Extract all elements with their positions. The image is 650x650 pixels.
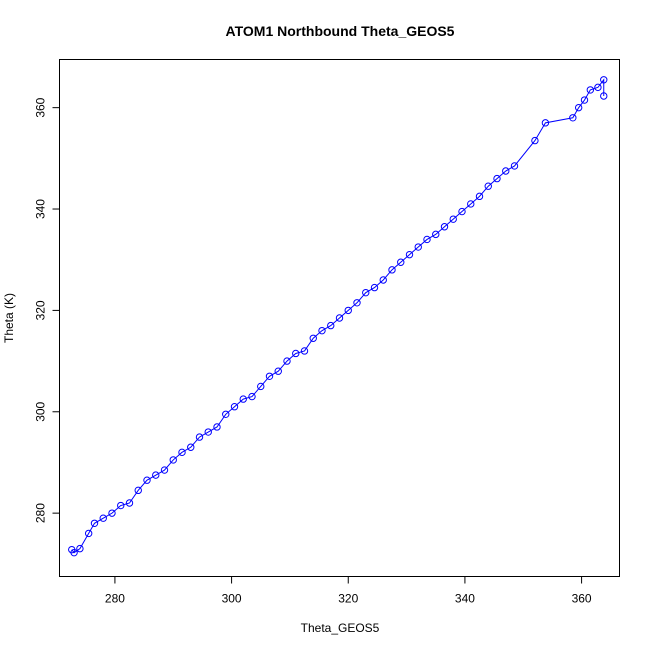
data-point — [344, 306, 352, 315]
data-point — [143, 476, 151, 484]
data-point — [187, 443, 195, 451]
data-point — [397, 258, 405, 266]
data-point — [574, 103, 583, 112]
data-point — [300, 347, 309, 355]
data-point — [600, 92, 608, 100]
data-point — [580, 96, 589, 104]
y-tick-label: 340 — [34, 199, 48, 219]
data-point — [414, 243, 422, 251]
data-series — [68, 76, 608, 557]
data-point — [510, 162, 519, 170]
data-point — [134, 486, 142, 495]
data-point — [379, 276, 387, 284]
x-axis: 280 300 320 340 360 — [105, 576, 592, 606]
data-point — [423, 235, 431, 244]
data-point — [502, 167, 510, 175]
data-point — [541, 119, 550, 127]
data-point — [125, 499, 134, 507]
data-point — [318, 326, 326, 335]
data-point — [440, 223, 449, 231]
y-tick-label: 320 — [34, 300, 48, 320]
data-point — [362, 288, 370, 297]
data-point — [239, 395, 247, 403]
data-point — [475, 192, 484, 201]
x-axis-label: Theta_GEOS5 — [301, 621, 380, 635]
y-tick-label: 300 — [34, 401, 48, 421]
data-point — [99, 514, 107, 522]
x-tick-label: 320 — [338, 592, 358, 606]
data-point — [117, 501, 125, 510]
data-point — [586, 86, 595, 94]
data-point — [152, 471, 160, 479]
data-point — [484, 182, 492, 190]
data-point — [204, 428, 212, 436]
data-point — [265, 372, 274, 380]
data-point — [230, 403, 239, 411]
data-point — [108, 509, 116, 517]
data-point — [248, 392, 256, 401]
x-tick-label: 280 — [105, 592, 125, 606]
x-tick-label: 360 — [572, 592, 592, 606]
x-tick-label: 340 — [455, 592, 475, 606]
data-point — [213, 423, 221, 431]
data-point — [458, 207, 466, 216]
data-point — [493, 174, 501, 183]
chart-title: ATOM1 Northbound Theta_GEOS5 — [226, 23, 455, 39]
data-point — [160, 466, 169, 474]
data-point — [388, 266, 396, 274]
series-line — [71, 78, 605, 554]
data-point — [600, 76, 608, 84]
data-point — [370, 283, 379, 292]
data-point — [292, 349, 300, 358]
data-point — [449, 215, 457, 223]
data-point — [178, 448, 186, 457]
data-point — [594, 83, 602, 92]
data-point — [327, 321, 335, 330]
data-point — [257, 382, 265, 391]
data-point — [90, 519, 99, 527]
data-point — [467, 200, 475, 208]
data-point — [283, 357, 291, 365]
data-point — [76, 544, 84, 553]
y-axis: 280 300 320 340 360 — [34, 97, 60, 523]
data-point — [195, 433, 204, 441]
data-point — [309, 334, 317, 342]
y-tick-label: 280 — [34, 503, 48, 523]
data-point — [274, 367, 282, 375]
data-point — [84, 529, 93, 538]
data-point — [569, 114, 577, 122]
data-point — [70, 548, 78, 557]
y-axis-label: Theta (K) — [2, 293, 16, 343]
data-point — [335, 314, 344, 322]
data-point — [222, 410, 230, 418]
data-point — [353, 299, 361, 307]
data-point — [169, 456, 177, 464]
data-point — [531, 136, 539, 145]
y-tick-label: 360 — [34, 97, 48, 117]
data-point — [405, 250, 414, 259]
x-tick-label: 300 — [222, 592, 242, 606]
data-point — [432, 230, 440, 239]
